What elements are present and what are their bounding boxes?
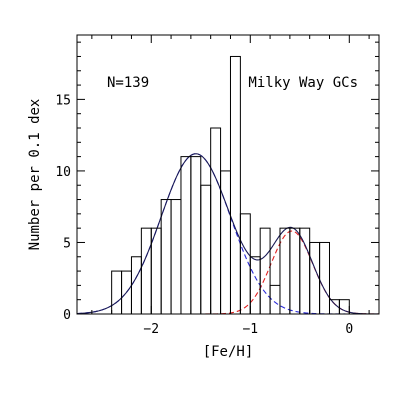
x-tick-label: 0 xyxy=(345,322,353,337)
histogram-bar xyxy=(130,256,142,315)
histogram-bar xyxy=(160,199,172,315)
histogram-bar xyxy=(289,227,301,315)
x-axis-label: [Fe/H] xyxy=(203,344,254,360)
total-fit-line xyxy=(76,153,380,315)
sample-size-annotation: N=139 xyxy=(107,75,149,91)
histogram-bar xyxy=(210,127,222,315)
histogram-bar xyxy=(190,156,202,315)
x-tick-label: −1 xyxy=(242,322,258,337)
histogram-bar xyxy=(170,199,182,315)
histogram-bar xyxy=(259,227,271,315)
histogram-bar xyxy=(249,256,261,315)
histogram-bars xyxy=(111,55,350,315)
sample-name-annotation: Milky Way GCs xyxy=(248,75,358,91)
gaussian-component-line-0 xyxy=(76,153,379,315)
histogram-bar xyxy=(279,227,291,315)
gaussian-component-line-1 xyxy=(77,230,380,315)
axis-ticks xyxy=(77,35,379,315)
y-tick-label: 10 xyxy=(55,165,71,180)
histogram-bar xyxy=(140,227,152,315)
histogram-bar xyxy=(269,284,281,315)
x-tick-label: −2 xyxy=(143,322,159,337)
histogram-bar xyxy=(319,241,330,315)
histogram-bar xyxy=(229,55,241,315)
fit-curves xyxy=(76,153,380,315)
y-tick-label: 5 xyxy=(63,236,71,251)
histogram-bar xyxy=(180,156,192,315)
tick-labels: −2 −1 0 0 5 10 15 xyxy=(55,93,353,337)
histogram-bar xyxy=(309,241,321,315)
y-tick-label: 15 xyxy=(55,93,71,108)
histogram-bar xyxy=(200,184,212,315)
histogram-bar xyxy=(111,270,123,315)
y-tick-label: 0 xyxy=(63,308,71,323)
histogram-bar xyxy=(299,227,311,315)
y-axis-label: Number per 0.1 dex xyxy=(27,99,43,251)
plot-frame xyxy=(76,34,380,315)
